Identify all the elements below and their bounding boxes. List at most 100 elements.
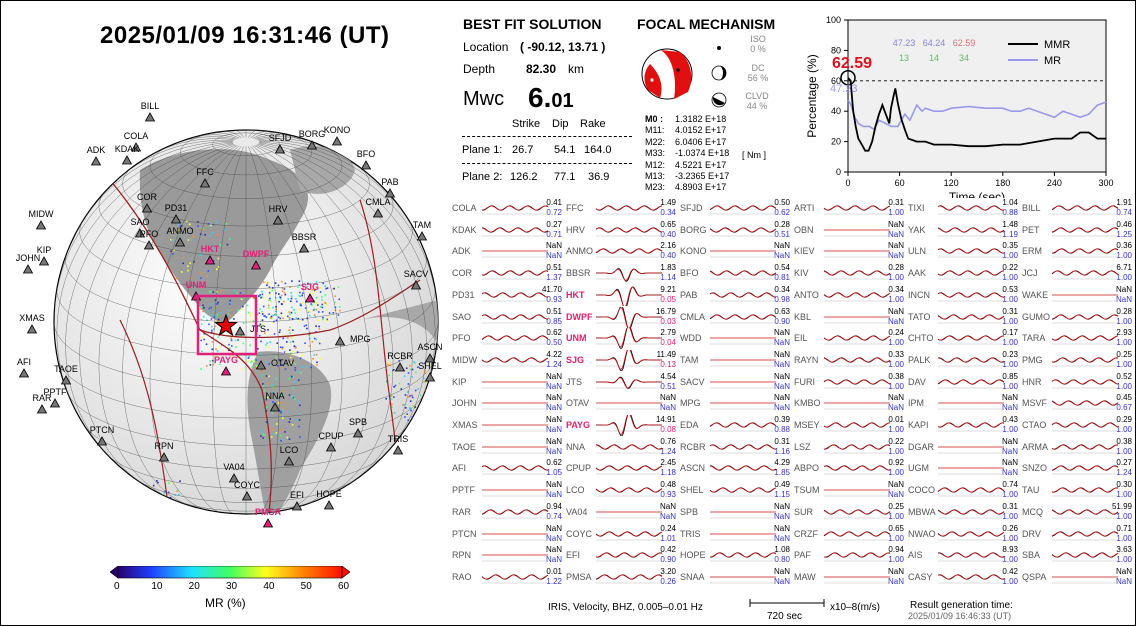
station-name: COCO: [908, 485, 935, 496]
station-value-2: 0.67: [1116, 403, 1132, 413]
station-name: TARA: [1022, 333, 1046, 344]
globe-station-adk: ADK: [87, 145, 105, 166]
station-name: MIDW: [452, 354, 477, 365]
station-name: TAM: [680, 354, 699, 365]
station-waveform: [595, 444, 663, 453]
station-cell-kbl: KBL NaN NaN: [794, 307, 904, 328]
station-name: KMBO: [794, 398, 821, 409]
station-waveform: [1051, 270, 1119, 280]
globe-station-pfo: PFO: [140, 229, 158, 250]
station-name: SHEL: [680, 485, 704, 496]
station-value-1: 0.94: [546, 501, 562, 511]
station-value-1: 0.31: [1002, 306, 1018, 316]
station-waveform: [824, 229, 890, 236]
y-tick-label: 40: [831, 106, 841, 116]
station-value-1: 0.01: [888, 415, 904, 424]
station-waveform: [824, 316, 890, 323]
globe-station-ffc: FFC: [196, 167, 214, 188]
col-strike: Strike: [512, 118, 541, 130]
station-value-1: NaN: [1115, 284, 1132, 294]
peak-marker: [840, 70, 856, 86]
station-waveform: [823, 444, 891, 453]
globe-station-john: JOHN: [16, 253, 40, 274]
x-tick-label: 0: [845, 178, 850, 188]
station-cell-eil: EIL 0.24 1.00: [794, 328, 904, 349]
station-value-1: 0.41: [546, 198, 562, 207]
station-waveform: [481, 509, 549, 519]
station-cell-tau: TAU 0.30 1.00: [1022, 480, 1132, 501]
station-value-1: 0.38: [888, 371, 904, 381]
station-name: HKT: [566, 289, 585, 300]
focal-mechanism-title: FOCAL MECHANISM: [637, 16, 776, 32]
station-value-1: 0.43: [1002, 415, 1018, 424]
station-value-1: 16.79: [655, 306, 676, 316]
station-value-1: 0.53: [1002, 284, 1018, 294]
iso-ball: [717, 46, 721, 50]
station-value-2: 0.62: [774, 208, 790, 217]
station-value-2: 0.74: [1116, 208, 1132, 217]
station-value-2: 1.00: [888, 425, 904, 434]
station-name: DGAR: [908, 441, 935, 452]
station-waveform: [709, 487, 777, 497]
station-value-1: 0.17: [1002, 328, 1018, 338]
station-value-2: 0.04: [660, 338, 676, 348]
station-name: YAK: [908, 224, 926, 235]
station-value-2: 1.24: [546, 359, 562, 369]
station-cell-snaa: SNAA NaN NaN: [680, 567, 790, 588]
station-name: TATO: [908, 311, 931, 322]
station-waveform: [823, 270, 891, 280]
station-value-2: 0.90: [774, 316, 790, 326]
station-value-2: 1.00: [888, 381, 904, 391]
station-name: UGM: [908, 463, 929, 474]
station-cell-taoe: TAOE NaN NaN: [452, 437, 562, 458]
tensor-key: M0 :: [645, 114, 663, 124]
station-cell-pptf: PPTF NaN NaN: [452, 480, 562, 501]
station-waveform: [595, 205, 663, 215]
station-name: TIXI: [908, 203, 925, 213]
station-waveform: [596, 286, 662, 306]
beachball: [641, 46, 727, 108]
plate-boundary: [109, 179, 272, 514]
station-cell-tara: TARA 2.93 1.00: [1022, 328, 1132, 349]
station-cell-erm: ERM 0.36 1.00: [1022, 241, 1132, 262]
station-cell-john: JOHN NaN NaN: [452, 393, 562, 414]
station-value-2: 1.00: [888, 555, 904, 565]
station-name: KBL: [794, 311, 812, 322]
station-value-2: NaN: [545, 533, 562, 543]
station-name: HRV: [566, 224, 585, 235]
station-value-1: 0.22: [888, 436, 904, 446]
station-name: BILL: [1022, 203, 1041, 213]
tensor-unit: [ Nm ]: [742, 150, 766, 160]
station-waveform: [481, 227, 549, 236]
station-cell-adk: ADK NaN NaN: [452, 241, 562, 262]
station-waveform: [1051, 378, 1119, 388]
station-value-1: 0.34: [774, 284, 790, 294]
station-value-1: NaN: [1001, 393, 1018, 403]
svg-text:VA04: VA04: [223, 462, 244, 472]
station-value-2: NaN: [545, 403, 562, 413]
station-value-1: 0.42: [660, 545, 676, 555]
station-waveform: [823, 552, 891, 562]
station-waveform: [824, 576, 890, 584]
station-cell-arti: ARTI 0.31 1.00: [794, 198, 904, 219]
moment-tensor-table: M0 : 1.3182 E+18 M11: 4.0152 E+17 M22: 6.0406…: [645, 114, 733, 194]
peak-value: 62.59: [832, 55, 872, 72]
station-cell-cor: COR 0.51 1.37: [452, 263, 562, 284]
station-value-2: 0.40: [660, 229, 676, 239]
station-name: AAK: [908, 268, 927, 279]
globe-station-pd31: PD31: [165, 203, 187, 224]
svg-text:SAO: SAO: [130, 217, 149, 227]
station-cell-hkt: HKT 9.21 0.05: [566, 285, 676, 306]
svg-text:HKT: HKT: [201, 244, 220, 254]
station-value-1: 11.49: [656, 349, 676, 359]
svg-text:KIP: KIP: [37, 245, 52, 255]
station-value-2: 1.00: [888, 468, 904, 478]
summary-value: 62.59: [953, 38, 976, 48]
svg-text:COYC: COYC: [234, 480, 261, 490]
station-waveform: [596, 415, 662, 436]
svg-text:LCO: LCO: [280, 445, 299, 455]
station-cell-payg: PAYG 14.91 0.08: [566, 415, 676, 436]
station-value-1: NaN: [773, 393, 790, 403]
station-name: OTAV: [566, 398, 590, 409]
